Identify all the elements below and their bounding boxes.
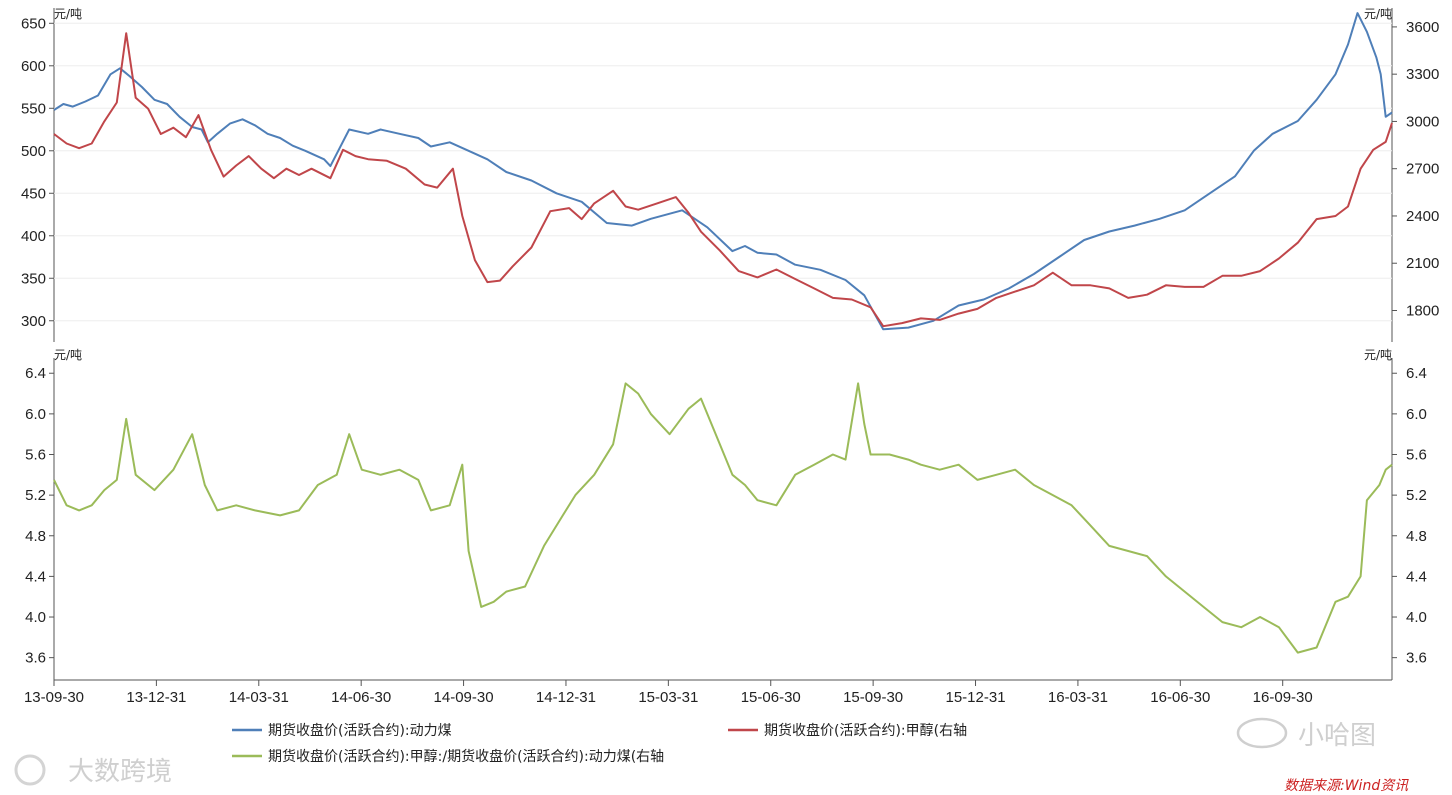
- bottom-left-tick-label: 4.8: [25, 528, 46, 545]
- x-tick-label: 14-06-30: [331, 689, 391, 706]
- bottom-right-unit: 元/吨: [1364, 348, 1392, 362]
- legend: 期货收盘价(活跃合约):动力煤 期货收盘价(活跃合约):甲醇(右轴 期货收盘价(…: [232, 722, 967, 765]
- top-right-tick-label: 3300: [1406, 66, 1439, 83]
- brand-logo-icon: [14, 754, 46, 786]
- x-tick-label: 14-12-31: [536, 689, 596, 706]
- legend-label-coal: 期货收盘价(活跃合约):动力煤: [268, 722, 452, 739]
- top-left-tick-label: 550: [21, 100, 46, 117]
- top-right-tick-label: 3000: [1406, 113, 1439, 130]
- top-right-tick-label: 2400: [1406, 208, 1439, 225]
- x-tick-label: 13-09-30: [24, 689, 84, 706]
- watermark-left: 大数跨境: [14, 754, 172, 787]
- top-left-tick-label: 500: [21, 143, 46, 160]
- bottom-right-tick-label: 4.0: [1406, 609, 1427, 626]
- x-axis: 13-09-30 13-12-31 14-03-31 14-06-30 14-09-30…: [24, 679, 1392, 706]
- legend-label-methanol: 期货收盘价(活跃合约):甲醇(右轴: [764, 722, 967, 739]
- top-right-unit: 元/吨: [1364, 7, 1392, 21]
- top-right-tick-label: 1800: [1406, 302, 1439, 319]
- x-tick-label: 15-09-30: [843, 689, 903, 706]
- x-tick-label: 16-09-30: [1253, 689, 1313, 706]
- series-line-ratio: [53, 382, 1393, 654]
- x-tick-label: 16-03-31: [1048, 689, 1108, 706]
- x-tick-label: 14-03-31: [229, 689, 289, 706]
- x-tick-label: 15-12-31: [946, 689, 1006, 706]
- top-left-tick-label: 400: [21, 228, 46, 245]
- top-left-tick-label: 650: [21, 15, 46, 32]
- bottom-left-tick-label: 5.6: [25, 446, 46, 463]
- bottom-right-tick-label: 6.0: [1406, 406, 1427, 423]
- x-tick-label: 15-06-30: [741, 689, 801, 706]
- bottom-right-tick-label: 4.4: [1406, 568, 1427, 585]
- x-tick-label: 16-06-30: [1150, 689, 1210, 706]
- top-left-tick-label: 350: [21, 270, 46, 287]
- top-right-tick-label: 3600: [1406, 19, 1439, 36]
- watermark-right-text: 小哈图: [1298, 721, 1376, 751]
- bottom-right-tick-label: 5.2: [1406, 487, 1427, 504]
- bottom-right-tick-label: 3.6: [1406, 650, 1427, 667]
- series-line-methanol: [53, 32, 1393, 328]
- bottom-left-tick-label: 6.4: [25, 365, 46, 382]
- watermark-left-text: 大数跨境: [68, 757, 172, 787]
- top-right-tick-label: 2700: [1406, 161, 1439, 178]
- x-tick-label: 15-03-31: [638, 689, 698, 706]
- series-line-coal: [53, 12, 1393, 331]
- bottom-left-tick-label: 4.4: [25, 568, 46, 585]
- bottom-panel: 3.6 3.6 4.0 4.0 4.4 4.4 4.8 4.8 5.2 5.2 5.6 5.6 6.0 6…: [25, 358, 1427, 680]
- bottom-left-unit: 元/吨: [54, 348, 82, 362]
- bottom-left-tick-label: 3.6: [25, 650, 46, 667]
- x-tick-label: 13-12-31: [126, 689, 186, 706]
- top-right-tick-label: 2100: [1406, 255, 1439, 272]
- top-left-tick-label: 450: [21, 185, 46, 202]
- legend-label-ratio: 期货收盘价(活跃合约):甲醇:/期货收盘价(活跃合约):动力煤(右轴: [268, 748, 664, 765]
- bottom-right-tick-label: 4.8: [1406, 528, 1427, 545]
- bottom-right-tick-label: 5.6: [1406, 446, 1427, 463]
- top-left-unit: 元/吨: [54, 7, 82, 21]
- bottom-right-tick-label: 6.4: [1406, 365, 1427, 382]
- top-left-tick-label: 300: [21, 313, 46, 330]
- watermark-right: 小哈图: [1236, 717, 1376, 751]
- top-panel: 300 350 400 450 500 550 600 650 1800 2100 2400 2700…: [21, 8, 1439, 342]
- chat-bubble-icon: [1236, 717, 1288, 749]
- bottom-left-tick-label: 5.2: [25, 487, 46, 504]
- top-left-tick-label: 600: [21, 58, 46, 75]
- x-tick-label: 14-09-30: [434, 689, 494, 706]
- bottom-left-tick-label: 6.0: [25, 406, 46, 423]
- bottom-left-tick-label: 4.0: [25, 609, 46, 626]
- data-source: 数据来源:Wind资讯: [1284, 778, 1409, 794]
